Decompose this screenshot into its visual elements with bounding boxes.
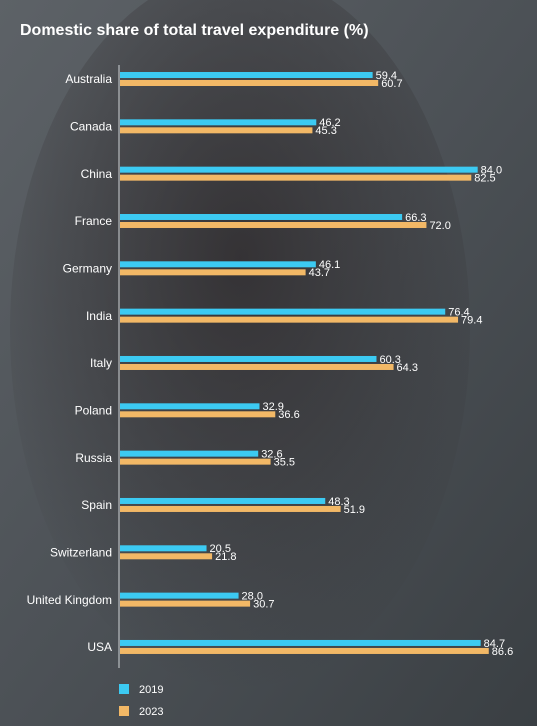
bar xyxy=(120,127,313,134)
background-figure xyxy=(10,0,470,690)
category-label: Australia xyxy=(65,72,112,86)
category-label: United Kingdom xyxy=(27,593,112,607)
value-label: 32.6 xyxy=(261,449,282,461)
value-label: 46.2 xyxy=(319,117,340,129)
category-label: Italy xyxy=(90,356,112,370)
bar xyxy=(120,411,276,418)
bar xyxy=(120,166,478,173)
value-label: 86.6 xyxy=(492,646,513,658)
value-label: 79.4 xyxy=(461,315,482,327)
bar xyxy=(120,269,306,276)
value-label: 60.7 xyxy=(381,78,402,90)
bar xyxy=(120,119,317,126)
value-label: 64.3 xyxy=(397,362,418,374)
category-label: Spain xyxy=(81,498,112,512)
category-label: USA xyxy=(87,640,112,654)
bar xyxy=(120,600,251,607)
value-label: 82.5 xyxy=(474,173,495,185)
legend-swatch xyxy=(119,706,129,716)
value-label: 43.7 xyxy=(309,267,330,279)
bar xyxy=(120,458,271,465)
value-label: 36.6 xyxy=(278,409,299,421)
category-label: China xyxy=(81,167,113,181)
category-label: Russia xyxy=(75,451,112,465)
bar xyxy=(120,174,472,181)
category-label: France xyxy=(75,214,113,228)
bar xyxy=(120,72,373,78)
bar xyxy=(120,647,489,654)
category-label: Germany xyxy=(63,261,112,275)
value-label: 21.8 xyxy=(215,551,236,563)
legend-label: 2019 xyxy=(139,684,163,696)
value-label: 35.5 xyxy=(274,457,295,469)
value-label: 20.5 xyxy=(210,543,231,555)
value-label: 28.0 xyxy=(242,591,263,603)
bar xyxy=(120,592,239,599)
bar xyxy=(120,308,446,315)
value-label: 48.3 xyxy=(328,496,349,508)
value-label: 84.7 xyxy=(484,638,505,650)
bar xyxy=(120,363,394,370)
bar xyxy=(120,553,213,560)
bar xyxy=(120,403,260,410)
bar xyxy=(120,80,379,86)
value-label: 32.9 xyxy=(262,401,283,413)
category-label: Switzerland xyxy=(50,545,112,559)
chart-title: Domestic share of total travel expenditu… xyxy=(20,22,369,39)
bar xyxy=(120,221,427,228)
value-label: 76.4 xyxy=(448,307,469,319)
value-label: 84.0 xyxy=(481,165,502,177)
legend-swatch xyxy=(119,684,129,694)
value-label: 51.9 xyxy=(344,504,365,516)
bar xyxy=(120,261,316,268)
value-label: 60.3 xyxy=(379,354,400,366)
bar xyxy=(120,450,259,457)
legend-label: 2023 xyxy=(139,706,163,718)
bar xyxy=(120,505,341,512)
bar xyxy=(120,316,459,323)
value-label: 66.3 xyxy=(405,212,426,224)
bar xyxy=(120,497,326,504)
category-label: Canada xyxy=(70,120,112,134)
category-label: India xyxy=(86,309,112,323)
category-label: Poland xyxy=(75,403,112,417)
value-label: 46.1 xyxy=(319,259,340,271)
bar xyxy=(120,545,207,552)
bar xyxy=(120,639,481,646)
value-label: 72.0 xyxy=(429,220,450,232)
value-label: 59.4 xyxy=(376,70,397,82)
value-label: 45.3 xyxy=(315,125,336,137)
value-label: 30.7 xyxy=(253,599,274,611)
bar xyxy=(120,213,403,220)
bar xyxy=(120,355,377,362)
